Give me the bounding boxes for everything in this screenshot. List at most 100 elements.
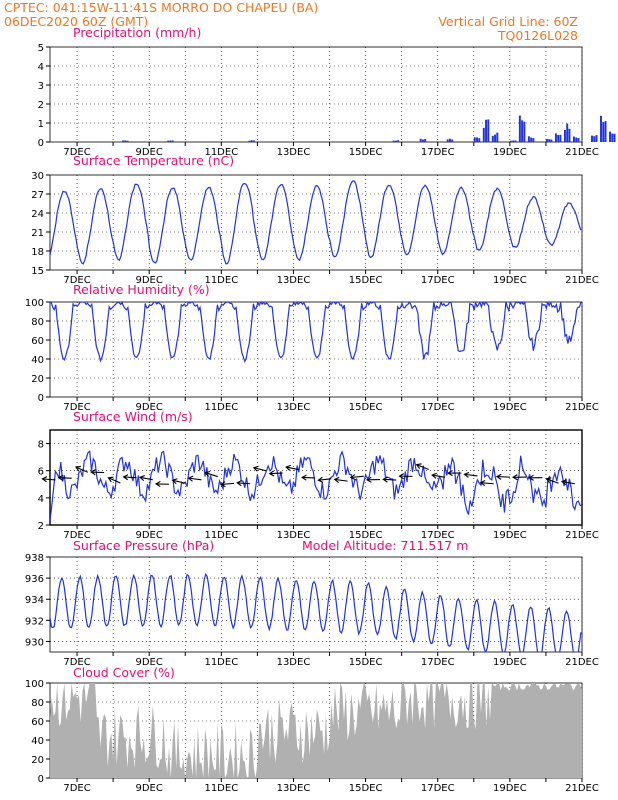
panel-precip: Precipitation (mm/h) 0 1 2 3 4 5 7DEC 9DEC 11DEC 1… xyxy=(38,25,616,158)
rh-series-line xyxy=(50,302,582,364)
precip-bar xyxy=(523,121,526,142)
press-xtick-label: 9DEC xyxy=(135,657,162,668)
precip-ytick-label: 2 xyxy=(38,100,44,111)
wind-arrow-head xyxy=(398,473,405,480)
precip-xtick-label: 9DEC xyxy=(135,147,162,158)
press-ytick-label: 930 xyxy=(25,637,44,648)
precip-xtick-label: 19DEC xyxy=(493,147,527,158)
precip-bar xyxy=(419,138,422,142)
cloud-title: Cloud Cover (%) xyxy=(73,665,175,680)
panel-press: Surface Pressure (hPa) 930 932 934 936 938 7DE… xyxy=(25,538,599,668)
wind-arrow-head xyxy=(560,479,567,486)
precip-bar xyxy=(397,140,400,142)
wind-arrow xyxy=(237,482,251,485)
wind-arrow xyxy=(253,467,267,472)
wind-arrow-head xyxy=(219,481,226,488)
wind-arrow-head xyxy=(528,474,534,481)
temp-frame xyxy=(49,174,583,271)
wind-arrow-head xyxy=(187,475,194,482)
cloud-ytick-label: 80 xyxy=(31,698,44,709)
wind-arrow xyxy=(318,478,332,481)
precip-frame xyxy=(49,46,583,143)
press-ytick-label: 934 xyxy=(25,595,44,606)
wind-arrow-head xyxy=(431,472,437,479)
precip-bar xyxy=(478,138,481,142)
temp-xtick-label: 17DEC xyxy=(421,275,455,286)
cloud-ytick-label: 60 xyxy=(31,717,44,728)
wind-arrow xyxy=(269,472,283,475)
wind-arrow-head xyxy=(365,476,372,483)
header-run-time: 06DEC2020 60Z (GMT) xyxy=(4,14,148,29)
wind-arrow xyxy=(302,476,316,479)
panel-rh: Relative Humidity (%) 0 20 40 60 80 100 7DEC 9DE… xyxy=(25,282,599,413)
precip-bar xyxy=(248,140,251,142)
precip-xtick-label: 21DEC xyxy=(565,147,599,158)
wind-xtick-label: 7DEC xyxy=(63,530,90,541)
wind-arrow xyxy=(123,476,137,479)
wind-series-line xyxy=(50,450,582,521)
precip-xtick-label: 15DEC xyxy=(349,147,383,158)
wind-ytick-label: 2 xyxy=(38,521,44,532)
precip-xtick-label: 7DEC xyxy=(63,147,90,158)
temp-ytick-label: 24 xyxy=(31,209,44,220)
wind-arrow-head xyxy=(41,476,48,483)
cloud-xtick-label: 7DEC xyxy=(63,783,90,794)
precip-bar xyxy=(609,131,612,142)
temp-xtick-label: 13DEC xyxy=(277,275,311,286)
precip-bar xyxy=(521,120,524,142)
wind-arrow xyxy=(108,477,121,484)
press-xtick-label: 7DEC xyxy=(63,657,90,668)
rh-xtick-label: 9DEC xyxy=(135,402,162,413)
wind-arrow xyxy=(416,464,429,470)
wind-arrow-head xyxy=(333,476,340,483)
wind-arrow-head xyxy=(138,475,145,482)
precip-bar xyxy=(394,140,397,142)
cloud-ytick-label: 20 xyxy=(31,755,44,766)
temp-xtick-label: 15DEC xyxy=(349,275,383,286)
press-xtick-label: 15DEC xyxy=(349,657,383,668)
wind-arrow xyxy=(383,478,397,481)
precip-bar xyxy=(530,137,533,142)
wind-arrow-head xyxy=(57,474,64,481)
precip-bar xyxy=(550,139,553,142)
wind-arrow-head xyxy=(236,480,242,487)
temp-ytick-label: 27 xyxy=(31,190,44,201)
wind-arrow-head xyxy=(204,470,211,477)
precip-bar xyxy=(126,140,129,142)
rh-xtick-label: 15DEC xyxy=(349,402,383,413)
precip-xtick-label: 11DEC xyxy=(204,147,238,158)
cloud-xtick-label: 11DEC xyxy=(204,783,238,794)
precip-ytick-label: 5 xyxy=(38,43,44,54)
temp-series-line xyxy=(50,180,582,265)
rh-xtick-label: 13DEC xyxy=(277,402,311,413)
wind-arrow-head xyxy=(349,474,356,481)
press-xtick-label: 11DEC xyxy=(204,657,238,668)
wind-arrow-head xyxy=(479,479,486,487)
wind-xtick-label: 9DEC xyxy=(135,530,162,541)
wind-arrow xyxy=(496,476,510,478)
precip-bar xyxy=(167,140,170,142)
wind-arrow-head xyxy=(90,469,96,476)
wind-ytick-label: 8 xyxy=(38,440,44,451)
precip-bar xyxy=(252,140,255,142)
wind-arrow-head xyxy=(463,471,470,478)
precip-bar xyxy=(575,137,578,142)
precip-bar xyxy=(604,121,607,142)
wind-xtick-label: 15DEC xyxy=(349,530,383,541)
precip-bar xyxy=(600,115,602,142)
press-ytick-label: 936 xyxy=(25,574,44,585)
temp-xtick-label: 11DEC xyxy=(204,275,238,286)
model-altitude: Model Altitude: 711.517 m xyxy=(302,538,468,553)
rh-xtick-label: 19DEC xyxy=(493,402,527,413)
precip-bar xyxy=(593,136,596,142)
header-location: CPTEC: 041:15W-11:41S MORRO DO CHAPEU (B… xyxy=(4,0,318,15)
precip-bar xyxy=(171,140,174,142)
wind-arrow xyxy=(205,472,218,478)
precip-bar xyxy=(421,139,424,142)
wind-arrow-head xyxy=(495,473,502,480)
wind-arrow xyxy=(188,477,202,481)
precip-bar xyxy=(122,140,125,142)
wind-frame xyxy=(49,429,583,526)
wind-arrow-head xyxy=(447,470,453,477)
rh-xtick-label: 21DEC xyxy=(565,402,599,413)
